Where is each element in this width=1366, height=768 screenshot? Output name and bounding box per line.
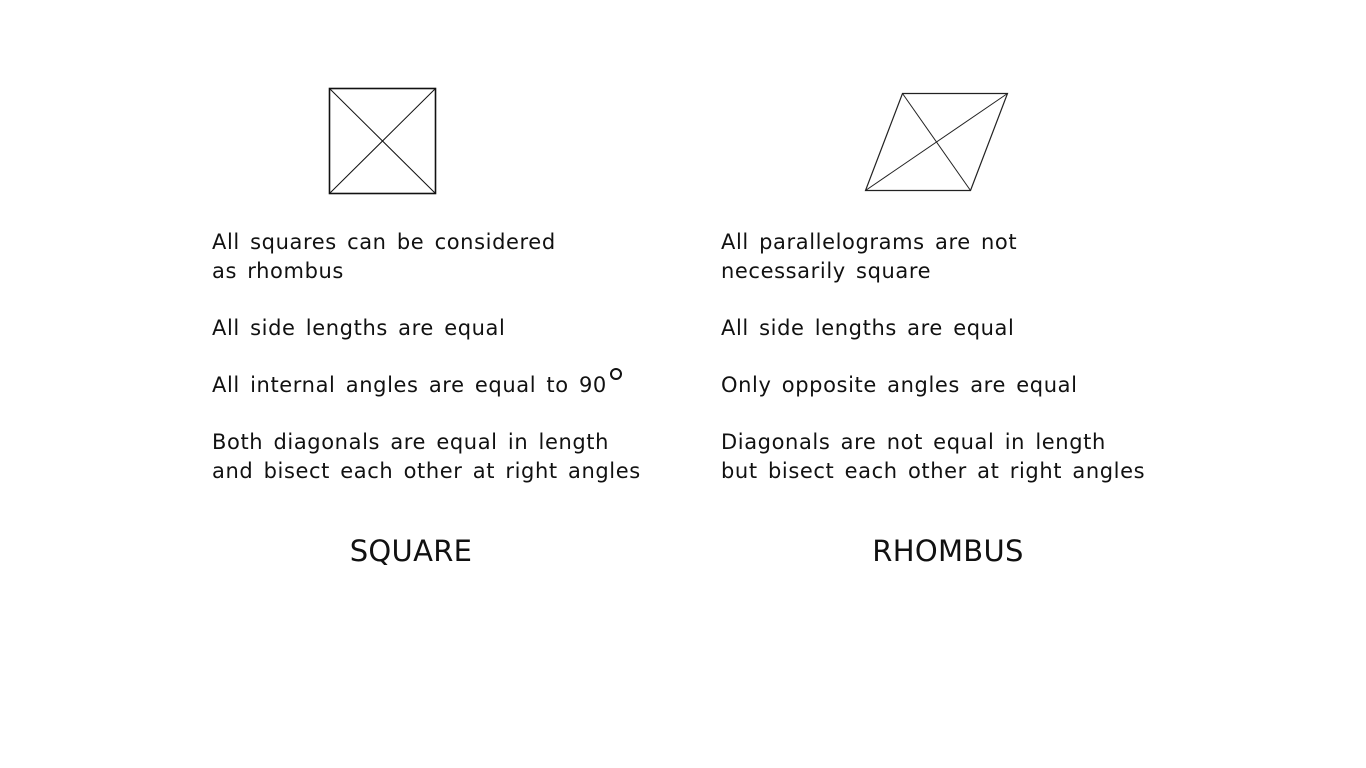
rhombus-properties: All parallelograms are not necessarily s… xyxy=(721,228,1191,514)
rhombus-property-diagonals: Diagonals are not equal in length but bi… xyxy=(721,430,1146,483)
rhombus-property-sides: All side lengths are equal xyxy=(721,316,1015,340)
square-outline xyxy=(328,87,437,195)
square-diagram xyxy=(328,87,437,195)
square-properties: All squares can be considered as rhombus… xyxy=(212,228,682,514)
square-caption: SQUARE xyxy=(349,534,473,568)
square-property-angles-text: All internal angles are equal to 90 xyxy=(212,373,607,397)
rhombus-diagonal-short xyxy=(902,93,971,191)
rhombus-caption: RHOMBUS xyxy=(872,534,1024,568)
square-diagonal-2 xyxy=(329,88,436,194)
rhombus-diagram xyxy=(864,92,1009,192)
square-property-angles: All internal angles are equal to 90 xyxy=(212,368,682,400)
square-property-rhombus: All squares can be considered as rhombus xyxy=(212,230,556,283)
square-property-diagonals: Both diagonals are equal in length and b… xyxy=(212,430,641,483)
rhombus-property-angles: Only opposite angles are equal xyxy=(721,373,1078,397)
rhombus-property-parallelograms: All parallelograms are not necessarily s… xyxy=(721,230,1018,283)
degree-symbol xyxy=(609,368,622,380)
square-property-sides: All side lengths are equal xyxy=(212,316,506,340)
